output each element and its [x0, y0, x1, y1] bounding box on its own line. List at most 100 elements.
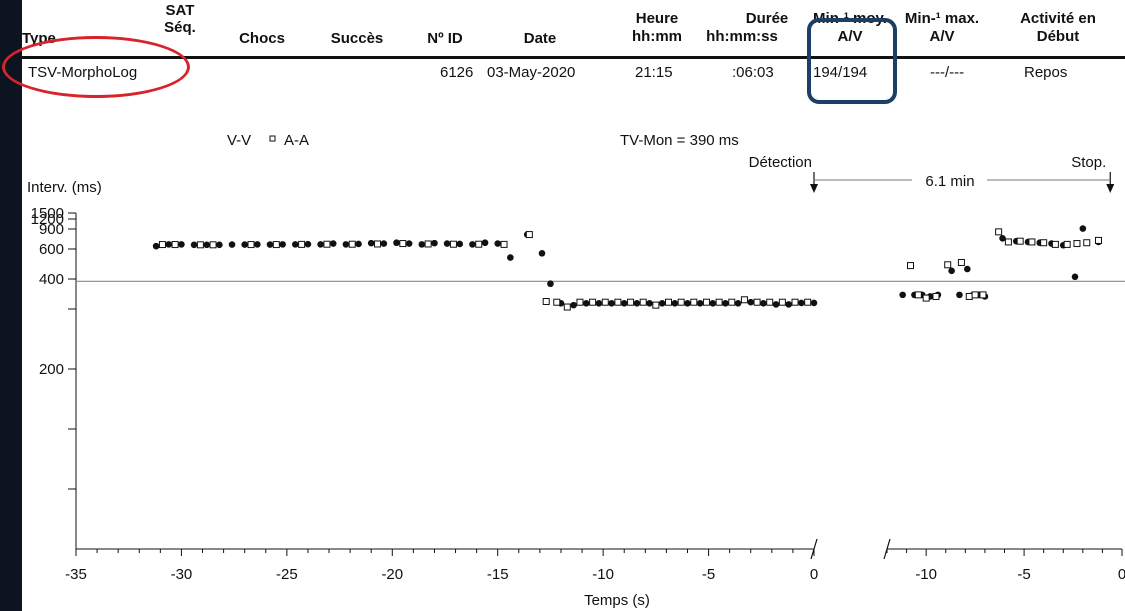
aa-point	[196, 241, 204, 249]
event-arrow-head	[810, 184, 818, 193]
vv-point	[633, 299, 641, 307]
col-id-header: Nº ID	[427, 30, 463, 47]
row-min-max-value: ---/---	[930, 64, 965, 81]
vv-point	[671, 299, 679, 307]
vv-point	[367, 239, 375, 247]
aa-point	[348, 240, 356, 248]
x-tick-label: -15	[487, 566, 509, 583]
col-date-header: Date	[523, 30, 557, 47]
marks-group	[152, 225, 1102, 311]
aa-point	[922, 294, 930, 302]
vv-point	[431, 239, 438, 247]
aa-point	[1040, 239, 1048, 247]
vv-point	[304, 240, 312, 248]
aa-point	[601, 298, 609, 306]
aa-point	[475, 240, 483, 248]
tv-mon-label: TV-Mon = 390 ms	[620, 132, 739, 149]
col-heure-header-2: hh:mm	[632, 28, 682, 45]
x-tick-label: -10	[592, 566, 614, 583]
aa-point	[209, 241, 217, 249]
aa-point	[995, 228, 1003, 236]
aa-point	[158, 241, 166, 249]
aa-point	[971, 291, 979, 299]
vv-point	[456, 240, 464, 248]
vv-point	[810, 299, 818, 307]
vv-point	[608, 299, 615, 307]
vv-point	[747, 298, 755, 306]
axis-break-mark	[810, 538, 818, 560]
aa-point	[677, 298, 685, 306]
aa-point	[690, 298, 698, 306]
col-activite-header-2: Début	[1036, 28, 1080, 45]
legend-vv-label: V-V	[227, 132, 251, 149]
vv-point	[291, 241, 299, 248]
vv-point	[570, 301, 577, 309]
header-rule	[22, 56, 1125, 59]
vv-point	[279, 241, 286, 248]
legend-aa-marker	[269, 135, 276, 142]
aa-point	[932, 292, 940, 300]
vv-point	[469, 241, 476, 248]
aa-point	[553, 298, 561, 306]
y-tick-label: 400	[39, 271, 64, 288]
col-succes-header: Succès	[330, 30, 384, 47]
vv-point	[772, 301, 780, 308]
aa-point	[1028, 238, 1036, 246]
aa-point	[247, 241, 255, 249]
aa-point	[298, 240, 306, 248]
vv-point	[1071, 273, 1079, 281]
row-heure-value: 21:15	[635, 64, 673, 81]
aa-point	[728, 298, 736, 306]
aa-point	[965, 292, 973, 300]
vv-point	[203, 241, 211, 249]
legend-aa-label: A-A	[284, 132, 309, 149]
row-activite-value: Repos	[1024, 64, 1068, 81]
vv-point	[165, 241, 173, 248]
aa-point	[272, 241, 280, 249]
vv-point	[538, 249, 546, 257]
row-date-value: 03-May-2020	[487, 64, 576, 81]
vv-point	[696, 299, 704, 307]
y-tick-label: 1200	[31, 211, 64, 228]
row-id-value: 6126	[440, 64, 474, 81]
vv-point	[547, 280, 554, 288]
vv-point	[658, 299, 666, 307]
stop-label: Stop.	[1071, 154, 1106, 171]
row-duree-value: :06:03	[732, 64, 774, 81]
aa-point	[639, 298, 647, 306]
aa-point	[804, 298, 812, 306]
aa-point	[1083, 239, 1091, 247]
x-tick-label: -5	[702, 566, 715, 583]
vv-point	[684, 299, 691, 307]
aa-point	[323, 240, 331, 248]
vv-point	[241, 241, 248, 248]
aa-point	[702, 298, 710, 306]
aa-point	[791, 298, 799, 306]
col-heure-header-1: Heure	[635, 10, 679, 27]
col-sat-header-2: Séq.	[164, 19, 196, 36]
aa-point	[1063, 240, 1071, 248]
col-sat-header-1: SAT	[165, 2, 195, 19]
x-tick-label: -25	[276, 566, 298, 583]
aa-point	[374, 240, 382, 248]
vv-point	[380, 240, 388, 247]
vv-point	[494, 240, 502, 247]
aa-point	[914, 291, 922, 299]
col-chocs-header: Chocs	[239, 30, 285, 47]
aa-point	[1004, 238, 1012, 246]
aa-point	[753, 298, 761, 306]
col-duree-header-2: hh:mm:ss	[706, 28, 778, 45]
aa-point	[576, 298, 584, 306]
vv-point	[443, 240, 451, 247]
aa-point	[665, 298, 673, 306]
vv-point	[760, 299, 767, 307]
vv-point	[266, 241, 274, 248]
aa-point	[627, 298, 635, 306]
event-arrow-head	[1106, 184, 1115, 193]
aa-point	[740, 296, 748, 304]
aa-point	[1095, 236, 1102, 244]
y-tick-label: 900	[39, 221, 64, 238]
vv-point	[620, 299, 628, 307]
vv-point	[963, 265, 971, 273]
